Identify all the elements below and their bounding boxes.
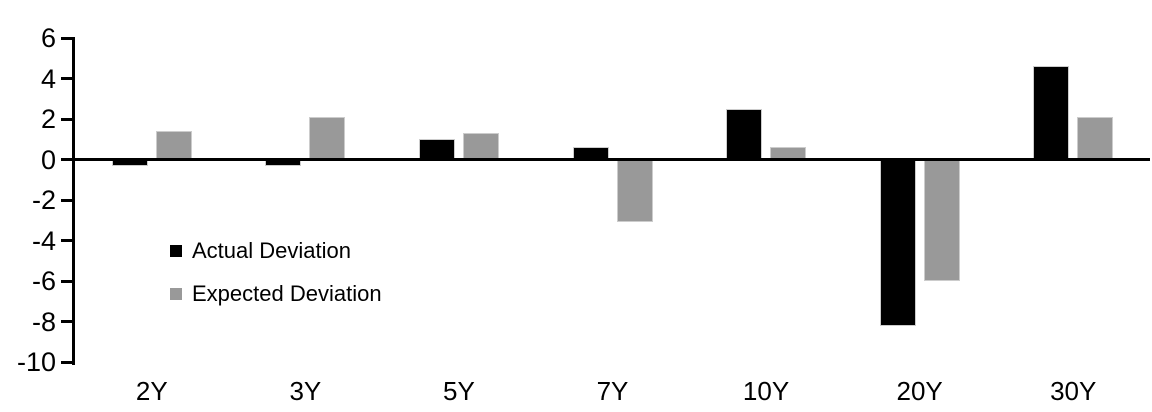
legend-item-expected-deviation: Expected Deviation — [170, 283, 382, 305]
x-axis-label-7Y: 7Y — [596, 376, 629, 406]
x-axis-label-30Y: 30Y — [1050, 376, 1097, 406]
y-axis-tick-label: 4 — [40, 63, 56, 94]
bar-actual-20Y — [879, 159, 916, 326]
x-axis-label-20Y: 20Y — [896, 376, 943, 406]
y-axis-tick — [61, 117, 75, 121]
x-axis-label-5Y: 5Y — [443, 376, 475, 406]
y-axis-tick — [61, 158, 75, 161]
bar-expected-5Y — [462, 133, 499, 160]
y-axis-tick-label: -4 — [31, 225, 56, 256]
zero-baseline — [72, 158, 1150, 161]
legend-label-actual-deviation: Actual Deviation — [192, 238, 351, 263]
y-axis-tick-label: -10 — [16, 347, 56, 377]
bar-actual-30Y — [1033, 66, 1070, 160]
y-axis-tick-label: 2 — [40, 104, 56, 134]
x-axis-label-2Y: 2Y — [135, 376, 168, 406]
bar-expected-3Y — [309, 116, 346, 160]
y-axis-tick-label: -2 — [31, 185, 56, 215]
bar-expected-2Y — [155, 131, 192, 160]
y-axis-tick-label: 0 — [40, 144, 56, 175]
legend-swatch-actual-deviation — [170, 245, 182, 257]
legend-label-expected-deviation: Expected Deviation — [192, 281, 382, 306]
legend-swatch-expected-deviation — [170, 288, 182, 300]
y-axis-tick — [61, 198, 75, 202]
y-axis-tick-label: -8 — [31, 306, 56, 337]
bar-expected-7Y — [616, 159, 653, 223]
y-axis-tick — [61, 77, 75, 80]
legend-item-actual-deviation: Actual Deviation — [170, 240, 382, 262]
bar-expected-20Y — [923, 159, 960, 281]
y-axis-tick — [61, 320, 75, 323]
x-axis-label-3Y: 3Y — [289, 376, 322, 406]
y-axis-tick — [61, 36, 75, 40]
y-axis-tick-label: -6 — [31, 266, 56, 296]
y-axis-tick — [61, 360, 75, 364]
x-axis-label-10Y: 10Y — [742, 376, 790, 406]
legend: Actual Deviation Expected Deviation — [170, 240, 382, 305]
y-axis-tick-label: 6 — [40, 23, 56, 53]
bar-expected-30Y — [1077, 116, 1114, 160]
y-axis-tick — [61, 279, 75, 283]
bar-actual-10Y — [726, 108, 763, 160]
y-axis-tick — [61, 239, 75, 242]
y-axis-line — [72, 38, 75, 365]
bar-actual-5Y — [418, 139, 455, 160]
